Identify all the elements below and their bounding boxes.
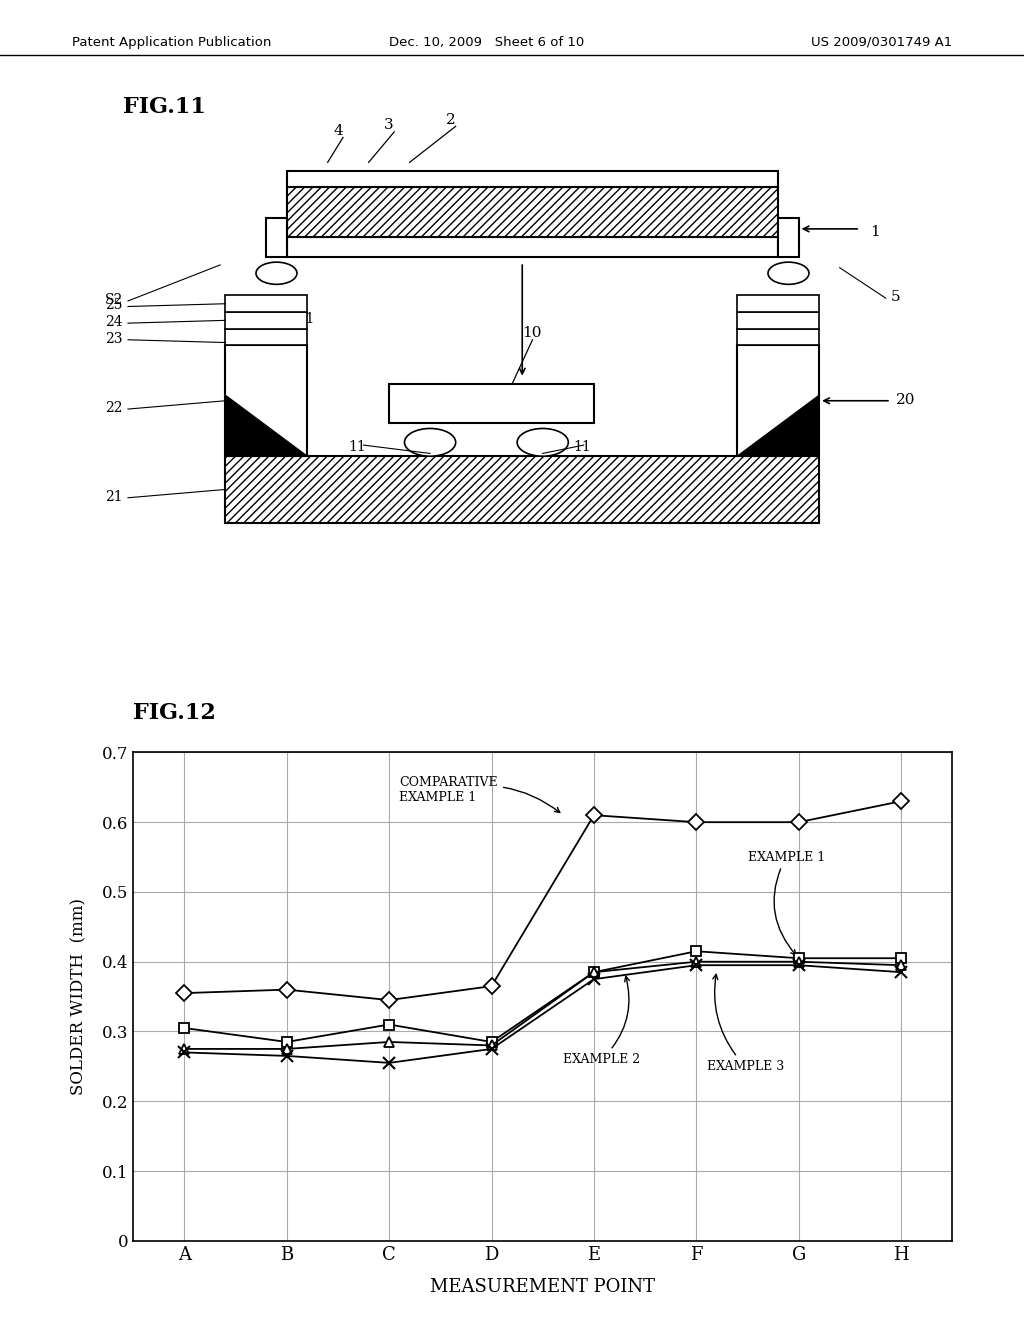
Text: US 2009/0301749 A1: US 2009/0301749 A1: [811, 36, 952, 49]
Bar: [737, 312, 819, 329]
Text: 20: 20: [896, 392, 915, 407]
Bar: [287, 238, 778, 256]
Text: Dec. 10, 2009   Sheet 6 of 10: Dec. 10, 2009 Sheet 6 of 10: [389, 36, 585, 49]
Text: 2: 2: [445, 112, 456, 127]
Text: S2: S2: [104, 293, 123, 306]
Text: FIG.12: FIG.12: [133, 702, 216, 725]
Ellipse shape: [256, 263, 297, 284]
Text: 1: 1: [870, 224, 881, 239]
Bar: [225, 346, 307, 457]
Bar: [287, 187, 778, 238]
Text: 3: 3: [384, 117, 394, 132]
Text: 24: 24: [105, 315, 123, 329]
Polygon shape: [225, 395, 307, 457]
Bar: [225, 296, 307, 312]
Bar: [225, 312, 307, 329]
Text: 25: 25: [105, 298, 123, 313]
Text: 11: 11: [573, 440, 591, 454]
Y-axis label: SOLDER WIDTH  (mm): SOLDER WIDTH (mm): [71, 898, 88, 1096]
Text: S1: S1: [297, 312, 315, 326]
Text: 21: 21: [105, 490, 123, 503]
Bar: [778, 218, 799, 256]
Text: 4: 4: [333, 124, 343, 137]
Bar: [389, 384, 594, 422]
Text: EXAMPLE 1: EXAMPLE 1: [748, 850, 824, 954]
Bar: [225, 457, 819, 523]
Ellipse shape: [768, 263, 809, 284]
Bar: [737, 329, 819, 346]
X-axis label: MEASUREMENT POINT: MEASUREMENT POINT: [430, 1278, 655, 1295]
Circle shape: [517, 429, 568, 457]
Text: 10: 10: [522, 326, 542, 341]
Text: 22: 22: [105, 401, 123, 414]
Text: 11: 11: [348, 440, 366, 454]
Text: 4: 4: [538, 243, 548, 257]
Text: COMPARATIVE
EXAMPLE 1: COMPARATIVE EXAMPLE 1: [399, 776, 560, 813]
Text: 5: 5: [891, 290, 900, 304]
Bar: [737, 329, 819, 346]
Polygon shape: [737, 395, 819, 457]
Bar: [225, 329, 307, 346]
Text: 23: 23: [105, 331, 123, 346]
Bar: [397, 388, 586, 418]
Text: Patent Application Publication: Patent Application Publication: [72, 36, 271, 49]
Text: FIG.11: FIG.11: [123, 96, 206, 117]
Circle shape: [404, 429, 456, 457]
Bar: [266, 218, 287, 256]
Bar: [737, 346, 819, 457]
Text: EXAMPLE 3: EXAMPLE 3: [707, 974, 783, 1073]
Text: EXAMPLE 2: EXAMPLE 2: [563, 977, 640, 1065]
Bar: [287, 170, 778, 187]
Bar: [737, 296, 819, 312]
Bar: [225, 329, 307, 346]
